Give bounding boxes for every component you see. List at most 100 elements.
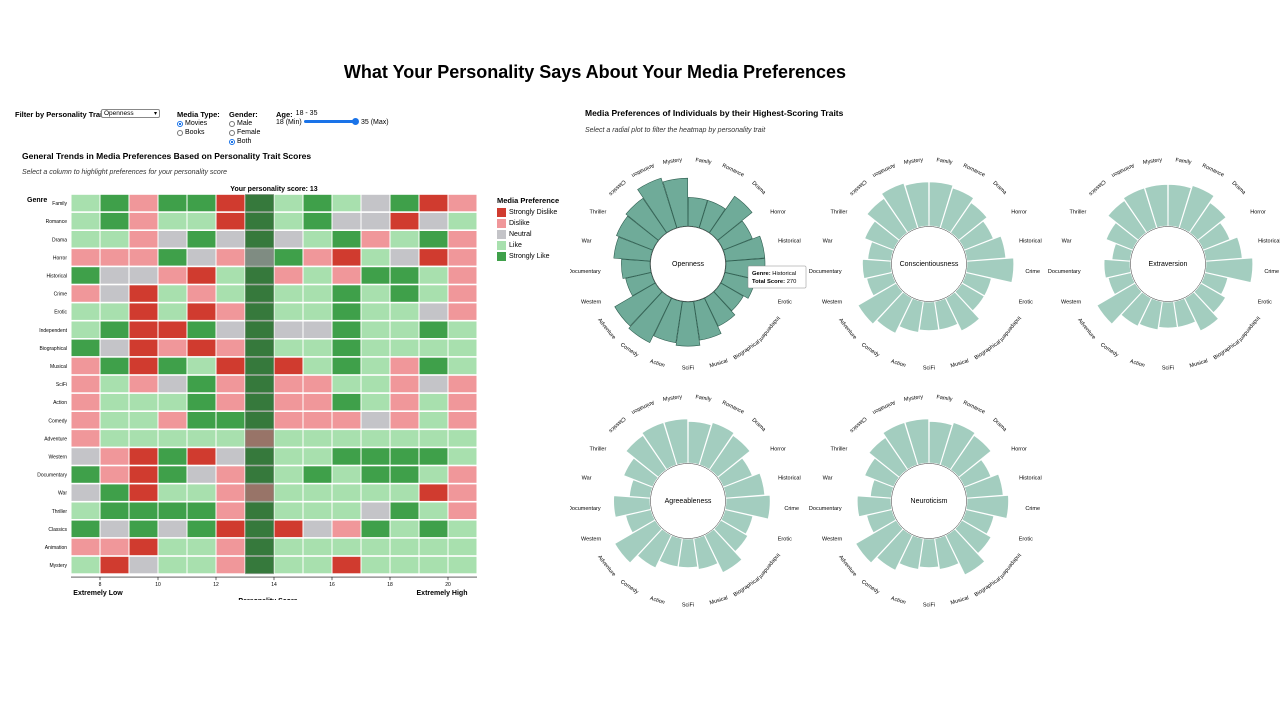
- radial-bar[interactable]: [958, 459, 992, 488]
- radial-bar[interactable]: [1120, 291, 1152, 327]
- heatmap-cell[interactable]: [303, 556, 332, 574]
- radial-bar[interactable]: [1105, 222, 1139, 251]
- heatmap-cell[interactable]: [448, 556, 477, 574]
- radial-bar[interactable]: [663, 418, 689, 466]
- heatmap-cell[interactable]: [448, 357, 477, 375]
- heatmap-cell[interactable]: [158, 303, 187, 320]
- heatmap-cell[interactable]: [274, 249, 303, 266]
- heatmap-cell[interactable]: [245, 321, 274, 339]
- heatmap-cell[interactable]: [245, 484, 274, 501]
- radial-bar[interactable]: [1107, 272, 1136, 296]
- heatmap-cell[interactable]: [129, 357, 158, 375]
- media-option-movies[interactable]: Movies: [177, 119, 220, 128]
- heatmap-cell[interactable]: [158, 321, 187, 339]
- gender-option-male[interactable]: Male: [229, 119, 260, 128]
- heatmap-cell[interactable]: [303, 303, 332, 320]
- radial-bar[interactable]: [628, 479, 654, 499]
- heatmap-cell[interactable]: [187, 538, 216, 556]
- heatmap-cell[interactable]: [274, 466, 303, 483]
- heatmap-cell[interactable]: [216, 448, 245, 465]
- heatmap-cell[interactable]: [332, 520, 361, 538]
- radial-bar[interactable]: [613, 495, 652, 518]
- heatmap-cell[interactable]: [216, 212, 245, 230]
- heatmap-cell[interactable]: [332, 357, 361, 375]
- radial-bar[interactable]: [616, 215, 659, 251]
- heatmap-cell[interactable]: [158, 357, 187, 375]
- heatmap-cell[interactable]: [419, 412, 448, 429]
- radial-bar[interactable]: [949, 202, 988, 241]
- heatmap-cell[interactable]: [158, 231, 187, 248]
- heatmap-cell[interactable]: [448, 285, 477, 302]
- heatmap-cell[interactable]: [303, 339, 332, 357]
- heatmap-cell[interactable]: [303, 285, 332, 302]
- heatmap-cell[interactable]: [100, 339, 129, 357]
- radial-center[interactable]: [891, 226, 967, 302]
- heatmap-cell[interactable]: [332, 267, 361, 284]
- radial-bar[interactable]: [717, 457, 753, 488]
- heatmap-cell[interactable]: [448, 303, 477, 320]
- heatmap-cell[interactable]: [303, 231, 332, 248]
- heatmap-cell[interactable]: [390, 267, 419, 284]
- radial-plot-agreeableness[interactable]: Family Romance Drama Horror Historical Crime E…: [570, 394, 801, 608]
- heatmap-cell[interactable]: [187, 212, 216, 230]
- heatmap-cell[interactable]: [129, 375, 158, 393]
- heatmap-cell[interactable]: [71, 357, 100, 375]
- heatmap-cell[interactable]: [71, 412, 100, 429]
- heatmap-cell[interactable]: [332, 393, 361, 411]
- heatmap-cell[interactable]: [419, 339, 448, 357]
- radial-bar[interactable]: [939, 187, 975, 234]
- heatmap-cell[interactable]: [332, 466, 361, 483]
- heatmap-cell[interactable]: [274, 285, 303, 302]
- radial-bar[interactable]: [704, 528, 743, 574]
- heatmap-cell[interactable]: [245, 249, 274, 266]
- radio-icon[interactable]: [177, 120, 183, 127]
- radial-bar[interactable]: [709, 195, 753, 241]
- heatmap-cell[interactable]: [303, 212, 332, 230]
- heatmap-cell[interactable]: [71, 303, 100, 320]
- heatmap-cell[interactable]: [448, 194, 477, 212]
- heatmap-cell[interactable]: [129, 430, 158, 447]
- radial-bar[interactable]: [918, 301, 940, 331]
- radial-bar[interactable]: [1107, 199, 1148, 241]
- heatmap-cell[interactable]: [187, 285, 216, 302]
- heatmap-cell[interactable]: [390, 357, 419, 375]
- radial-center[interactable]: [650, 463, 726, 539]
- heatmap-cell[interactable]: [419, 357, 448, 375]
- heatmap-cell[interactable]: [361, 466, 390, 483]
- radial-bar[interactable]: [904, 418, 930, 466]
- heatmap-cell[interactable]: [100, 357, 129, 375]
- heatmap-cell[interactable]: [245, 556, 274, 574]
- radial-bar[interactable]: [662, 177, 689, 229]
- heatmap-cell[interactable]: [390, 502, 419, 520]
- heatmap-cell[interactable]: [361, 339, 390, 357]
- radial-bar[interactable]: [1122, 187, 1158, 234]
- radial-bar[interactable]: [928, 181, 954, 229]
- heatmap-cell[interactable]: [100, 231, 129, 248]
- heatmap-cell[interactable]: [390, 484, 419, 501]
- heatmap-cell[interactable]: [390, 249, 419, 266]
- radial-bar[interactable]: [904, 181, 930, 229]
- heatmap-cell[interactable]: [303, 430, 332, 447]
- heatmap-cell[interactable]: [129, 267, 158, 284]
- heatmap-cell[interactable]: [216, 339, 245, 357]
- radial-bar[interactable]: [855, 519, 904, 564]
- heatmap-cell[interactable]: [390, 303, 419, 320]
- heatmap-cell[interactable]: [390, 339, 419, 357]
- heatmap-cell[interactable]: [216, 249, 245, 266]
- heatmap-cell[interactable]: [390, 375, 419, 393]
- radio-icon[interactable]: [177, 129, 183, 136]
- radial-bar[interactable]: [1178, 185, 1215, 234]
- radial-bar[interactable]: [876, 291, 913, 334]
- heatmap-cell[interactable]: [100, 303, 129, 320]
- heatmap-cell[interactable]: [187, 339, 216, 357]
- radial-bar[interactable]: [693, 297, 722, 341]
- heatmap-cell[interactable]: [71, 448, 100, 465]
- heatmap-cell[interactable]: [71, 466, 100, 483]
- heatmap-cell[interactable]: [274, 303, 303, 320]
- heatmap-cell[interactable]: [71, 538, 100, 556]
- gender-option-both[interactable]: Both: [229, 137, 260, 146]
- radial-bar[interactable]: [658, 534, 683, 568]
- heatmap-cell[interactable]: [216, 412, 245, 429]
- heatmap-cell[interactable]: [361, 430, 390, 447]
- radial-bar[interactable]: [1193, 282, 1227, 314]
